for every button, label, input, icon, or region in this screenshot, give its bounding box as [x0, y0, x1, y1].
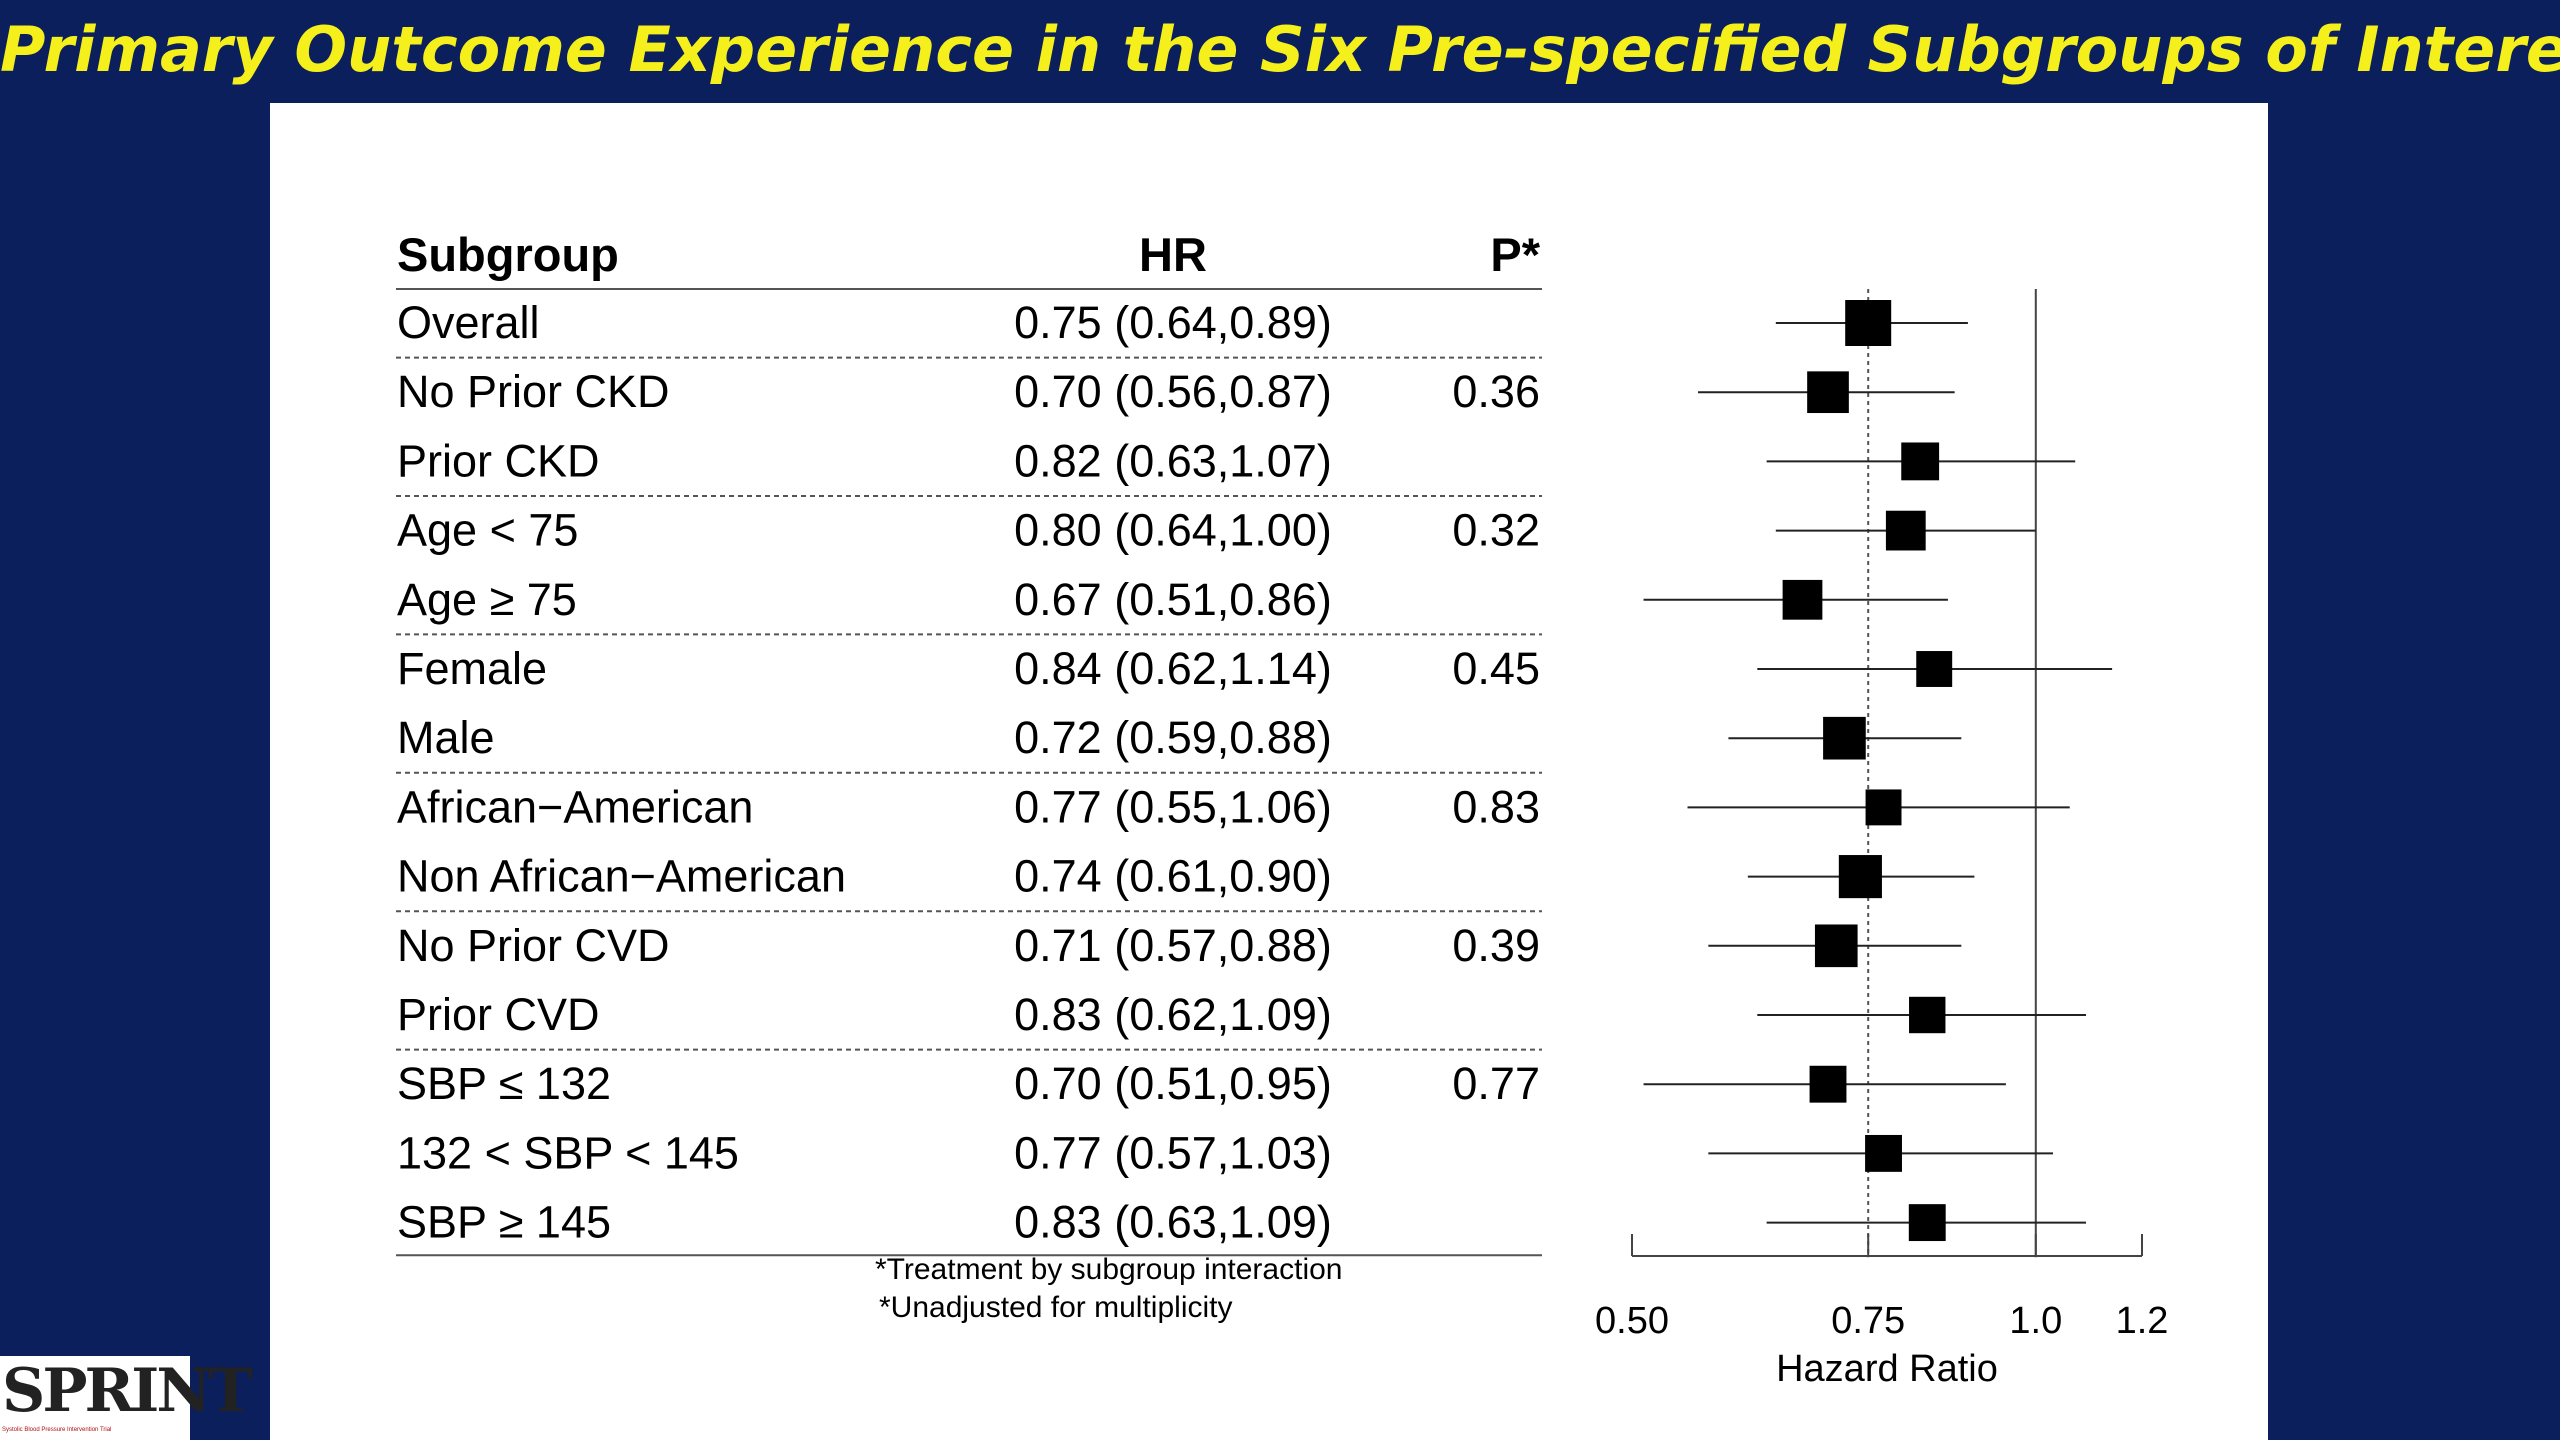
row-p-value: 0.39: [1452, 920, 1540, 971]
row-hr-value: 0.74 (0.61,0.90): [1014, 851, 1332, 902]
hr-point: [1807, 371, 1849, 414]
row-subgroup-label: African−American: [397, 781, 753, 832]
row-subgroup-label: SBP ≥ 145: [397, 1197, 611, 1248]
row-p-value: 0.83: [1452, 781, 1540, 832]
logo-text: SPRINT: [2, 1356, 253, 1426]
row-subgroup-label: No Prior CVD: [397, 920, 670, 971]
footnote-multiplicity: *Unadjusted for multiplicity: [879, 1291, 1232, 1324]
row-subgroup-label: Female: [397, 643, 547, 694]
hr-point: [1782, 579, 1823, 620]
hr-point: [1908, 1204, 1946, 1242]
row-subgroup-label: Prior CKD: [397, 435, 600, 486]
row-hr-value: 0.83 (0.63,1.09): [1014, 1197, 1332, 1248]
row-hr-value: 0.80 (0.64,1.00): [1014, 505, 1332, 556]
row-subgroup-label: No Prior CKD: [397, 366, 670, 417]
hr-point: [1845, 300, 1892, 346]
row-subgroup-label: Male: [397, 712, 495, 763]
row-p-value: 0.36: [1452, 366, 1540, 417]
x-tick-label: 1.0: [2009, 1300, 2062, 1342]
row-hr-value: 0.83 (0.62,1.09): [1014, 989, 1332, 1040]
hr-point: [1809, 1065, 1847, 1103]
row-hr-value: 0.77 (0.57,1.03): [1014, 1127, 1332, 1178]
x-tick-label: 0.75: [1831, 1300, 1905, 1342]
row-p-value: 0.77: [1452, 1058, 1540, 1109]
slide-title: Primary Outcome Experience in the Six Pr…: [0, 13, 2560, 86]
row-hr-value: 0.72 (0.59,0.88): [1014, 712, 1332, 763]
row-subgroup-label: Non African−American: [397, 851, 846, 902]
sprint-logo: SPRINT Systolic Blood Pressure Intervent…: [0, 1356, 253, 1440]
row-hr-value: 0.70 (0.56,0.87): [1014, 366, 1332, 417]
hr-point: [1823, 716, 1866, 760]
column-header-hr: HR: [1139, 228, 1207, 281]
hr-point: [1814, 924, 1858, 968]
row-subgroup-label: SBP ≤ 132: [397, 1058, 611, 1109]
hr-point: [1865, 1134, 1902, 1172]
footnote-interaction: *Treatment by subgroup interaction: [875, 1253, 1342, 1286]
row-hr-value: 0.77 (0.55,1.06): [1014, 781, 1332, 832]
row-p-value: 0.32: [1452, 505, 1540, 556]
x-tick-label: 1.2: [2116, 1300, 2169, 1342]
row-hr-value: 0.75 (0.64,0.89): [1014, 297, 1332, 348]
row-subgroup-label: Age ≥ 75: [397, 574, 577, 625]
hr-point: [1885, 510, 1926, 551]
row-hr-value: 0.84 (0.62,1.14): [1014, 643, 1332, 694]
row-subgroup-label: Age < 75: [397, 505, 578, 556]
row-subgroup-label: 132 < SBP < 145: [397, 1127, 739, 1178]
hr-point: [1909, 996, 1946, 1034]
forest-plot: Subgroup HR P* Overall 0.75 (0.64,0.89) No Pr…: [396, 228, 2169, 1390]
hr-point: [1916, 651, 1953, 687]
column-header-subgroup: Subgroup: [397, 228, 619, 281]
row-subgroup-label: Prior CVD: [397, 989, 600, 1040]
row-hr-value: 0.70 (0.51,0.95): [1014, 1058, 1332, 1109]
hr-point: [1838, 855, 1882, 899]
hr-point: [1865, 789, 1902, 826]
row-subgroup-label: Overall: [397, 297, 540, 348]
row-hr-value: 0.67 (0.51,0.86): [1014, 574, 1332, 625]
hr-point: [1901, 442, 1940, 481]
forest-plot-panel: Subgroup HR P* Overall 0.75 (0.64,0.89) No Pr…: [270, 103, 2268, 1440]
row-p-value: 0.45: [1452, 643, 1540, 694]
row-hr-value: 0.82 (0.63,1.07): [1014, 435, 1332, 486]
x-axis-label: Hazard Ratio: [1776, 1348, 1998, 1390]
row-hr-value: 0.71 (0.57,0.88): [1014, 920, 1332, 971]
logo-tagline: Systolic Blood Pressure Intervention Tri…: [2, 1427, 112, 1433]
x-tick-label: 0.50: [1595, 1300, 1669, 1342]
column-header-p: P*: [1490, 228, 1540, 281]
